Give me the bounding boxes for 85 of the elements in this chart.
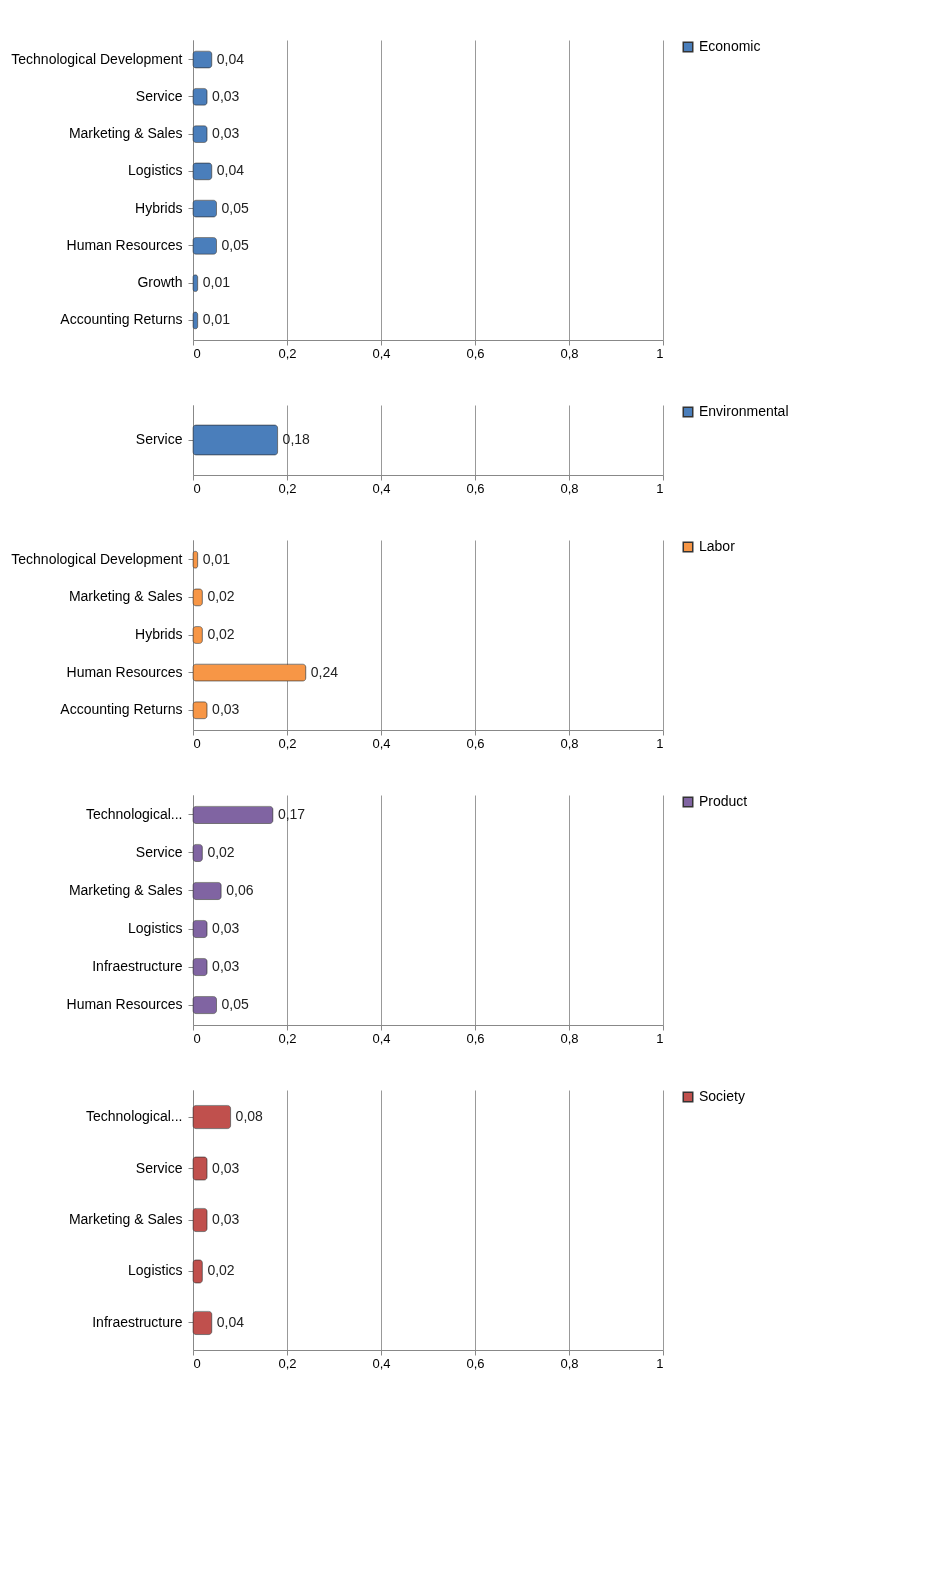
x-tick-label: 1 — [656, 1030, 664, 1046]
y-tick-label: Hybrids — [135, 626, 183, 642]
data-label: 0,03 — [212, 125, 240, 142]
x-tick-label: 0 — [193, 480, 201, 496]
x-tick-label: 0,4 — [372, 735, 391, 751]
x-tick-label: 0 — [193, 1355, 201, 1371]
data-label: 0,02 — [207, 843, 235, 860]
y-tick-label: Hybrids — [135, 199, 183, 216]
y-tick-label: Marketing & Sales — [68, 1211, 183, 1227]
y-tick-label: Marketing & Sales — [68, 881, 183, 898]
y-tick-label: Service — [135, 1159, 183, 1176]
data-label: 0,01 — [202, 311, 231, 328]
data-label: 0,03 — [212, 701, 240, 718]
x-tick-label: 0,2 — [278, 345, 297, 361]
y-tick-label: Human Resources — [66, 663, 183, 680]
x-tick-label: 0,4 — [372, 345, 391, 361]
data-label: 0,03 — [212, 1159, 240, 1176]
data-label: 0,04 — [216, 50, 245, 67]
x-tick-label: 0,8 — [560, 735, 579, 751]
x-tick-label: 0 — [193, 735, 201, 751]
data-label: 0,17 — [277, 805, 306, 822]
y-tick-label: Accounting Returns — [60, 311, 183, 328]
x-tick-label: 0,8 — [560, 345, 579, 361]
legend-label: Labor — [699, 538, 736, 554]
x-tick-label: 0,8 — [560, 1030, 579, 1046]
data-label: 0,03 — [212, 1211, 240, 1227]
x-tick-label: 0,8 — [560, 480, 579, 496]
y-tick-label: Logistics — [128, 162, 183, 179]
y-tick-label: Human Resources — [66, 996, 183, 1013]
data-label: 0,05 — [221, 996, 249, 1013]
data-label: 0,02 — [207, 588, 235, 605]
data-label: 0,08 — [235, 1108, 264, 1125]
x-tick-label: 0,2 — [278, 1030, 297, 1046]
y-tick-label: Infraestructure — [92, 1313, 183, 1330]
x-tick-label: 0,2 — [278, 735, 297, 751]
y-tick-label: Logistics — [128, 1262, 183, 1279]
x-tick-label: 0,6 — [466, 345, 485, 361]
y-tick-label: Technological Development — [11, 550, 183, 567]
x-tick-label: 0,6 — [466, 1030, 485, 1046]
y-tick-label: Human Resources — [66, 236, 183, 253]
x-tick-label: 0,2 — [278, 480, 297, 496]
y-tick-label: Marketing & Sales — [68, 588, 183, 605]
y-tick-label: Growth — [137, 274, 183, 291]
data-label: 0,02 — [207, 626, 235, 642]
x-tick-label: 0,6 — [466, 1355, 485, 1371]
x-tick-label: 0 — [193, 345, 201, 361]
x-tick-label: 0,8 — [560, 1355, 579, 1371]
x-tick-label: 1 — [656, 1355, 664, 1371]
data-label: 0,06 — [226, 881, 254, 898]
x-tick-label: 1 — [656, 345, 664, 361]
y-tick-label: Marketing & Sales — [68, 125, 183, 142]
y-tick-label: Technological... — [85, 805, 183, 822]
x-tick-label: 0 — [193, 1030, 201, 1046]
data-label: 0,01 — [202, 550, 231, 567]
data-label: 0,04 — [216, 162, 245, 179]
y-tick-label: Service — [135, 843, 183, 860]
x-tick-label: 1 — [656, 735, 664, 751]
x-tick-label: 0,4 — [372, 1355, 391, 1371]
x-tick-label: 0,6 — [466, 480, 485, 496]
x-tick-label: 0,6 — [466, 735, 485, 751]
data-label: 0,24 — [310, 663, 339, 680]
data-label: 0,02 — [207, 1262, 235, 1279]
data-label: 0,05 — [221, 199, 249, 216]
legend-label: Product — [699, 793, 748, 809]
x-tick-label: 0,4 — [372, 1030, 391, 1046]
legend-label: Society — [699, 1088, 745, 1104]
x-tick-label: 0,2 — [278, 1355, 297, 1371]
y-tick-label: Infraestructure — [92, 958, 183, 975]
data-label: 0,05 — [221, 236, 249, 253]
data-label: 0,03 — [212, 958, 240, 975]
y-tick-label: Technological Development — [11, 50, 183, 67]
data-label: 0,04 — [216, 1313, 245, 1330]
y-tick-label: Service — [135, 431, 183, 447]
legend-label: Environmental — [699, 403, 789, 419]
y-tick-label: Technological... — [85, 1108, 183, 1125]
data-label: 0,18 — [282, 431, 311, 447]
data-label: 0,03 — [212, 920, 240, 937]
y-tick-label: Service — [135, 87, 183, 104]
legend-label: Economic — [699, 38, 761, 54]
x-tick-label: 0,4 — [372, 480, 391, 496]
y-tick-label: Accounting Returns — [60, 701, 183, 718]
x-tick-label: 1 — [656, 480, 664, 496]
y-tick-label: Logistics — [128, 920, 183, 937]
data-label: 0,03 — [212, 87, 240, 104]
data-label: 0,01 — [202, 274, 231, 291]
